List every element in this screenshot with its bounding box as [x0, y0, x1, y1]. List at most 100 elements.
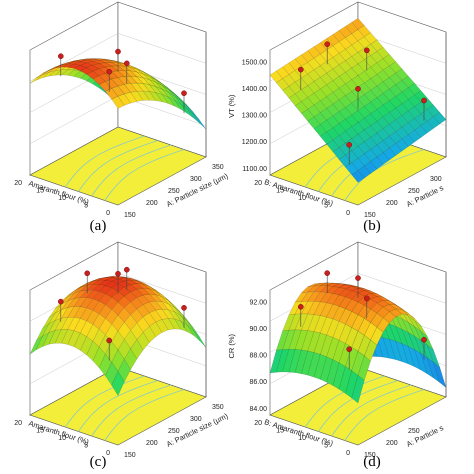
surface-cell	[389, 143, 403, 156]
surface-cell	[168, 89, 182, 101]
surface-cell	[79, 67, 94, 75]
x-tick-label: 200	[386, 200, 398, 207]
design-point	[346, 346, 352, 352]
surface-cell	[364, 137, 378, 150]
design-point	[298, 304, 304, 310]
surface-cell	[332, 147, 346, 160]
x-tick-label: 250	[168, 188, 180, 195]
surface-cell	[389, 107, 403, 121]
design-point	[181, 305, 187, 311]
surface-cell	[401, 122, 415, 135]
y-tick-label: 10	[58, 435, 66, 442]
design-point	[106, 68, 112, 75]
surface-cell	[98, 280, 113, 286]
design-point	[124, 266, 130, 273]
response-surface	[29, 58, 207, 130]
y-tick-label: 15	[276, 428, 284, 435]
y-tick-label: 5	[84, 203, 88, 210]
surface-cell	[357, 153, 371, 167]
surface-cell	[111, 371, 125, 396]
surface-cell	[61, 61, 75, 66]
x-tick-label: 150	[364, 452, 376, 459]
surface-cell	[395, 340, 409, 365]
y-tick-label: 10	[58, 195, 66, 202]
surface-cell	[382, 337, 396, 360]
surface-cell	[401, 134, 415, 147]
surface-cell	[92, 277, 106, 282]
surface-cell	[73, 332, 87, 351]
surface-cell	[389, 308, 403, 317]
surface-cell	[389, 323, 403, 344]
surface-cell	[155, 300, 169, 310]
design-point	[124, 60, 130, 67]
design-point	[181, 90, 187, 96]
surface-cell	[345, 126, 359, 139]
surface-cell	[168, 300, 182, 314]
z-tick-label: 92.00	[249, 300, 267, 307]
x-tick-label: 300	[430, 176, 442, 183]
surface-cell	[73, 283, 87, 292]
surface-cell	[401, 75, 415, 88]
y-tick-label: 0	[346, 210, 350, 217]
z-tick-label: 86.00	[249, 379, 267, 386]
x-tick-label: 300	[190, 416, 202, 423]
x-tick-label: 200	[146, 200, 158, 207]
design-point	[346, 142, 352, 148]
panel-d: 150 200 250 0 5 10 15 20 84.00 86.00 88.00 90.00 92.…	[227, 241, 447, 470]
surface-cell	[73, 65, 87, 71]
surface-cell	[426, 344, 441, 368]
surface-cell	[36, 323, 50, 341]
design-point	[324, 270, 330, 276]
surface-cell	[193, 113, 207, 130]
x-tick-label: 150	[364, 212, 376, 219]
design-point	[115, 270, 121, 277]
x-axis-label: A: Particle s	[405, 183, 445, 209]
y-tick-label: 0	[106, 210, 110, 217]
surface-cell	[288, 349, 302, 373]
y-tick-label: 20	[254, 420, 262, 427]
design-point	[115, 48, 121, 55]
z-axis-label: CR (%)	[227, 333, 236, 358]
design-point	[421, 336, 427, 343]
panel-label: (b)	[363, 218, 381, 234]
surface-cell	[389, 61, 403, 74]
surface-cell	[111, 96, 125, 109]
surface-cell	[389, 96, 403, 109]
surface-cell	[168, 92, 182, 105]
x-tick-label: 350	[212, 404, 224, 411]
x-axis-label: A: Particle s	[405, 423, 445, 449]
panel-b: 150 200 250 300 0 5 10 15 20 1100.00 1200.00 1300.0…	[227, 1, 447, 234]
surface-cell	[92, 63, 106, 69]
design-point	[58, 298, 64, 305]
design-point	[355, 275, 361, 281]
surface-cell	[401, 99, 415, 112]
surface-cell	[168, 96, 182, 110]
surface-cell	[395, 326, 409, 347]
y-tick-label: 5	[84, 443, 88, 450]
surface-cell	[395, 138, 409, 152]
floor-contour	[91, 384, 171, 437]
surface-cell	[54, 317, 68, 331]
floor-contour	[104, 149, 185, 201]
design-point	[421, 97, 427, 104]
z-tick-label: 88.00	[249, 353, 267, 360]
x-tick-label: 250	[408, 428, 420, 435]
surface-cell	[149, 79, 163, 90]
surface-cell	[389, 84, 403, 97]
floor-contour	[304, 375, 385, 428]
surface-cell	[276, 349, 290, 373]
y-tick-label: 15	[276, 188, 284, 195]
wall-gridline	[29, 33, 207, 82]
surface-cell	[168, 88, 182, 100]
surface-cell	[408, 129, 422, 143]
design-point	[298, 66, 304, 73]
x-tick-label: 200	[386, 440, 398, 447]
surface-cell	[48, 64, 62, 71]
surface-cell	[282, 349, 296, 373]
surface-cell	[168, 303, 182, 316]
y-tick-label: 20	[14, 180, 22, 187]
surface-cell	[420, 330, 434, 351]
surface-cell	[401, 87, 415, 100]
